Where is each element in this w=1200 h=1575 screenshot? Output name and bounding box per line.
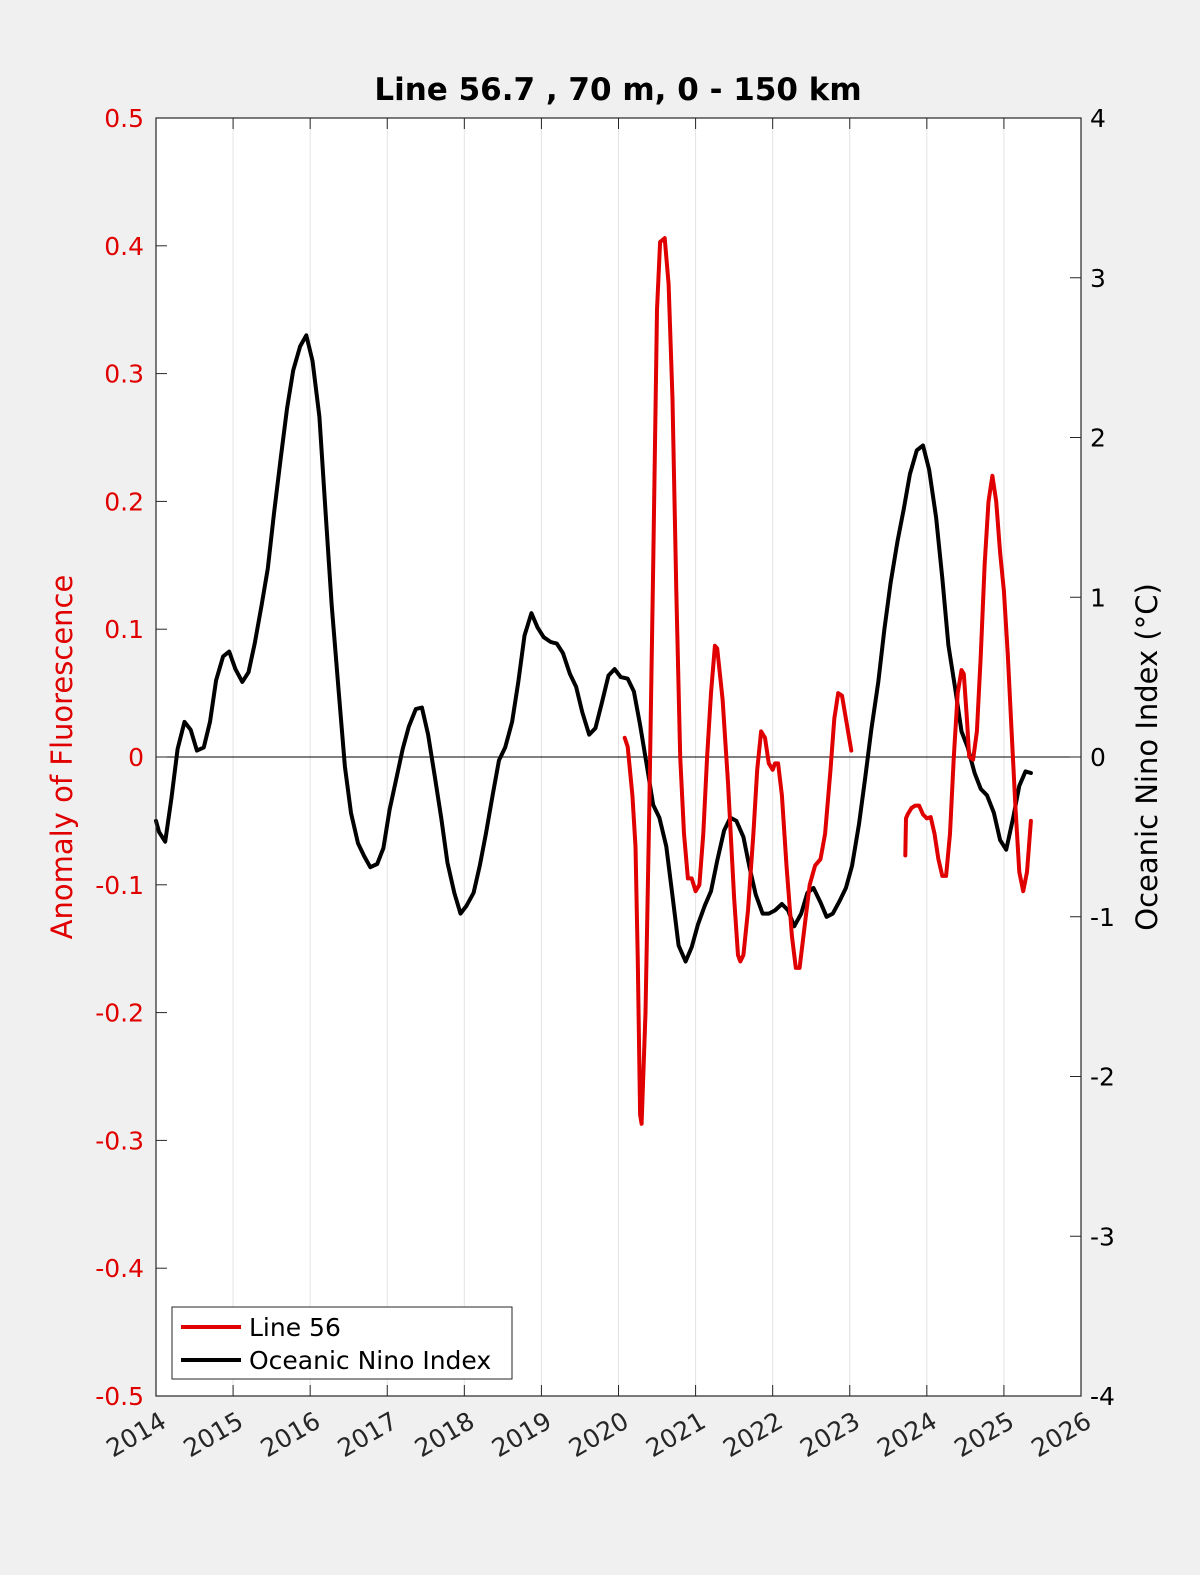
series-line-56-segment-1	[622, 236, 854, 1126]
y-left-tick-label-0: 0	[128, 743, 144, 772]
y-axis-right: -4 -3 -2 -1 0 1 2 3 4	[1070, 104, 1115, 1411]
legend-label-line-56: Line 56	[249, 1313, 341, 1342]
y-right-tick-label-4: 4	[1090, 104, 1106, 133]
legend-label-oni: Oceanic Nino Index	[249, 1346, 491, 1375]
y-right-tick-label-2: 2	[1090, 424, 1106, 453]
y-left-tick-label-0-5: -0.5	[95, 1382, 144, 1411]
y-axis-left: -0.5 -0.4 -0.3 -0.2 -0.1 0 0.1 0.2 0.3 0.4 0.5	[95, 104, 167, 1411]
y-left-tick-label-0-1: 0.1	[104, 615, 144, 644]
series-oceanic-nino-index-segment-1	[154, 333, 1033, 964]
y-left-tick-label-0-2: -0.2	[95, 999, 144, 1028]
y-left-tick-label-0-3: 0.3	[104, 360, 144, 389]
series-line-56-segment-2	[903, 473, 1033, 894]
y-right-tick-label-3: 3	[1090, 264, 1106, 293]
y-left-tick-label-0-3: -0.3	[95, 1126, 144, 1155]
y-left-tick-label-0-1: -0.1	[95, 871, 144, 900]
y-left-tick-label-0-4: -0.4	[95, 1254, 144, 1283]
chart-title: Line 56.7 , 70 m, 0 - 150 km	[374, 72, 861, 108]
series-layer	[154, 236, 1033, 1126]
y-right-tick-label-4: -4	[1090, 1382, 1115, 1411]
y-left-tick-label-0-2: 0.2	[104, 487, 144, 516]
y-left-tick-label-0-4: 0.4	[104, 232, 144, 261]
y-right-tick-label-2: -2	[1090, 1063, 1115, 1092]
legend-box	[171, 1306, 513, 1380]
y-right-tick-label-0: 0	[1090, 743, 1106, 772]
legend: Line 56 Oceanic Nino Index	[171, 1306, 513, 1380]
y-left-tick-label-0-5: 0.5	[104, 104, 144, 133]
y-right-tick-label-1: 1	[1090, 583, 1106, 612]
y-axis-left-label: Anomaly of Fluorescence	[45, 575, 79, 940]
y-right-tick-label-1: -1	[1090, 903, 1115, 932]
y-right-tick-label-3: -3	[1090, 1222, 1115, 1251]
y-axis-right-label: Oceanic Nino Index (°C)	[1130, 583, 1164, 931]
